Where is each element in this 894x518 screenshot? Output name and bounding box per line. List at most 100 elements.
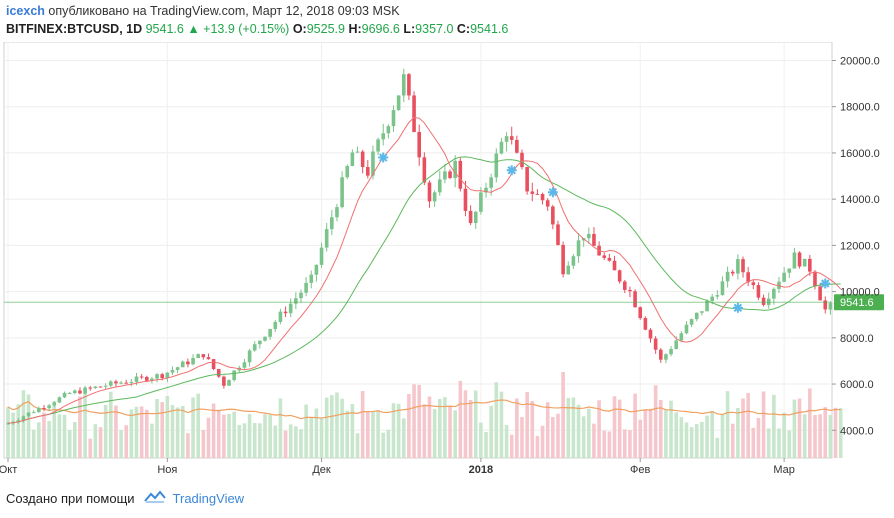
y-tick-label: 4000.0: [840, 425, 874, 437]
volume-ma: [7, 399, 841, 420]
volume-bar: [674, 412, 678, 458]
candle-down: [211, 359, 216, 370]
candle-down: [808, 258, 812, 272]
volume-bar: [576, 404, 581, 458]
tradingview-cloud-icon[interactable]: [143, 489, 167, 508]
candle-up: [484, 187, 488, 193]
volume-bar: [730, 423, 735, 458]
candle-up: [587, 233, 591, 239]
candle-down: [741, 259, 745, 273]
y-tick-label: 20000.0: [840, 55, 880, 67]
volume-bar: [391, 403, 396, 458]
candle-down: [530, 191, 535, 194]
candle-down: [751, 282, 756, 286]
candle-down: [617, 270, 622, 282]
volume-bar: [268, 414, 272, 458]
volume-bar: [643, 409, 648, 458]
cross-marker: [506, 165, 517, 176]
volume-bar: [545, 402, 550, 458]
volume-bar: [664, 409, 668, 458]
price-axis[interactable]: 4000.0 6000.0 8000.0 10000.0 12000.0 14000.0 1…: [832, 55, 880, 437]
volume-bar: [638, 419, 643, 458]
candle-down: [422, 157, 427, 183]
volume-bar: [227, 413, 231, 458]
candle-up: [304, 282, 308, 293]
candle-down: [206, 357, 211, 360]
candle-down: [283, 311, 288, 314]
candle-up: [340, 177, 344, 208]
candle-up: [314, 264, 319, 275]
author-name[interactable]: icexch: [6, 4, 45, 18]
candle-down: [628, 289, 632, 292]
candle-up: [258, 340, 262, 345]
candle-up: [499, 141, 504, 154]
volume-bar: [283, 430, 288, 458]
chart-area[interactable]: 9541.6 4000.0 6000.0 8000.0 10000.0 12000.0 1…: [0, 41, 894, 480]
candle-up: [175, 367, 180, 370]
candle-up: [684, 324, 689, 334]
volume-bar: [715, 437, 720, 458]
candle-up: [401, 74, 406, 96]
candle-up: [489, 177, 493, 188]
volume-bar: [114, 405, 118, 458]
candle-up: [165, 372, 170, 379]
publish-info: опубликовано на TradingView.com, Март 12…: [48, 4, 400, 18]
volume-bar: [139, 406, 144, 458]
candle-up: [134, 376, 139, 382]
candle-up: [150, 378, 154, 381]
volume-bar: [828, 414, 833, 458]
volume-bar: [736, 407, 740, 458]
candle-up: [479, 192, 483, 212]
volume-bar: [26, 394, 31, 458]
candle-up: [227, 380, 231, 386]
volume-bar: [628, 430, 632, 458]
volume-bar: [350, 404, 355, 458]
volume-bar: [155, 399, 159, 458]
volume-bar: [797, 398, 802, 458]
volume-bar: [381, 432, 386, 458]
volume-bar: [386, 429, 391, 458]
volume-bar: [751, 427, 756, 458]
volume-bar: [335, 392, 339, 458]
volume-bar: [119, 430, 123, 458]
candle-down: [520, 152, 524, 168]
volume-bar: [78, 396, 82, 458]
candle-up: [494, 153, 499, 178]
volume-bar: [602, 430, 607, 458]
volume-bar: [175, 407, 180, 458]
price-chart[interactable]: 9541.6 4000.0 6000.0 8000.0 10000.0 12000.0 1…: [0, 41, 894, 480]
candle-down: [592, 233, 596, 246]
volume-bar: [581, 416, 586, 458]
candle-up: [386, 126, 391, 134]
candle-up: [566, 265, 571, 275]
time-axis[interactable]: Окт Ноя Дек 2018 Фев Мар: [0, 458, 795, 476]
candle-up: [715, 295, 720, 297]
volume-bar: [355, 433, 360, 458]
candle-down: [612, 260, 617, 271]
candle-up: [232, 370, 236, 381]
volume-bar: [186, 433, 190, 458]
volume-bar: [211, 403, 216, 458]
volume-bar: [150, 423, 154, 458]
volume-bar: [813, 414, 817, 458]
candle-up: [381, 133, 386, 140]
volume-bar: [422, 404, 427, 458]
candle-down: [448, 171, 452, 178]
volume-bar: [694, 423, 699, 458]
volume-bar: [556, 413, 560, 458]
volume-bar: [705, 415, 709, 458]
volume-bar: [57, 414, 62, 458]
volume-bar: [165, 395, 170, 458]
candle-down: [458, 160, 463, 189]
candle-up: [93, 386, 98, 389]
x-tick-label: 2018: [469, 464, 493, 476]
tradingview-link[interactable]: TradingView: [172, 490, 245, 506]
candle-up: [473, 211, 478, 224]
volume-bar: [371, 411, 375, 458]
volume-bar: [808, 388, 812, 458]
volume-bar: [237, 425, 242, 458]
volume-bar: [437, 398, 442, 458]
x-tick-label: Окт: [0, 464, 17, 476]
candle-up: [705, 300, 709, 312]
volume-bar: [396, 403, 401, 458]
